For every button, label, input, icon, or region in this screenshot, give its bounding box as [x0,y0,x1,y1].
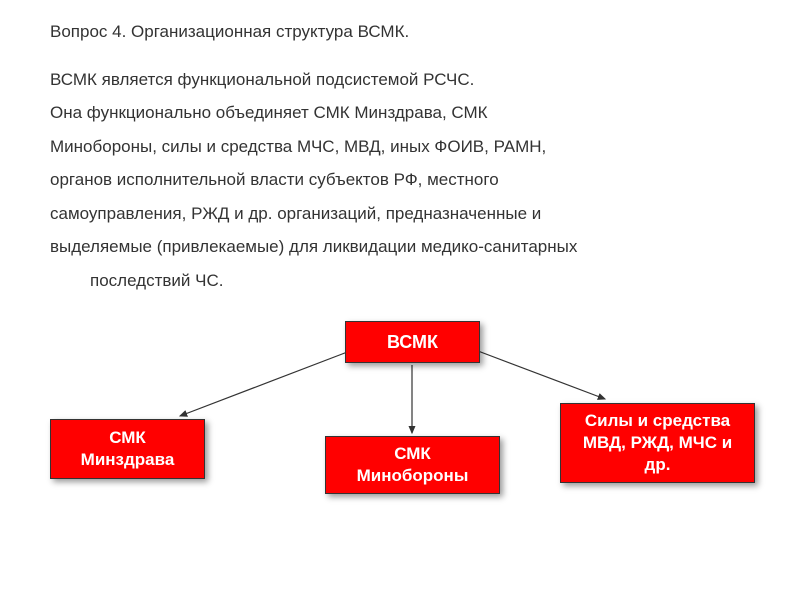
paragraph-line-7: последствий ЧС. [50,265,765,296]
paragraph-line-3: Минобороны, силы и средства МЧС, МВД, ин… [50,131,765,162]
org-structure-diagram: ВСМК СМК Минздрава СМК Минобороны Силы и… [50,321,765,531]
paragraph-line-5: самоуправления, РЖД и др. организаций, п… [50,198,765,229]
paragraph-line-1: ВСМК является функциональной подсистемой… [50,64,765,95]
paragraph-line-2: Она функционально объединяет СМК Минздра… [50,97,765,128]
node-forces: Силы и средства МВД, РЖД, МЧС и др. [560,403,755,483]
node-smk-minoborony: СМК Минобороны [325,436,500,494]
paragraph-line-4: органов исполнительной власти субъектов … [50,164,765,195]
node-vsmk: ВСМК [345,321,480,363]
node-smk-minzdrav-label: СМК Минздрава [63,427,192,471]
node-smk-minoborony-label: СМК Минобороны [338,443,487,487]
node-forces-label: Силы и средства МВД, РЖД, МЧС и др. [573,410,742,476]
node-vsmk-label: ВСМК [387,332,438,353]
node-smk-minzdrav: СМК Минздрава [50,419,205,479]
paragraph-line-6: выделяемые (привлекаемые) для ликвидации… [50,231,765,262]
slide-heading: Вопрос 4. Организационная структура ВСМК… [50,22,765,42]
